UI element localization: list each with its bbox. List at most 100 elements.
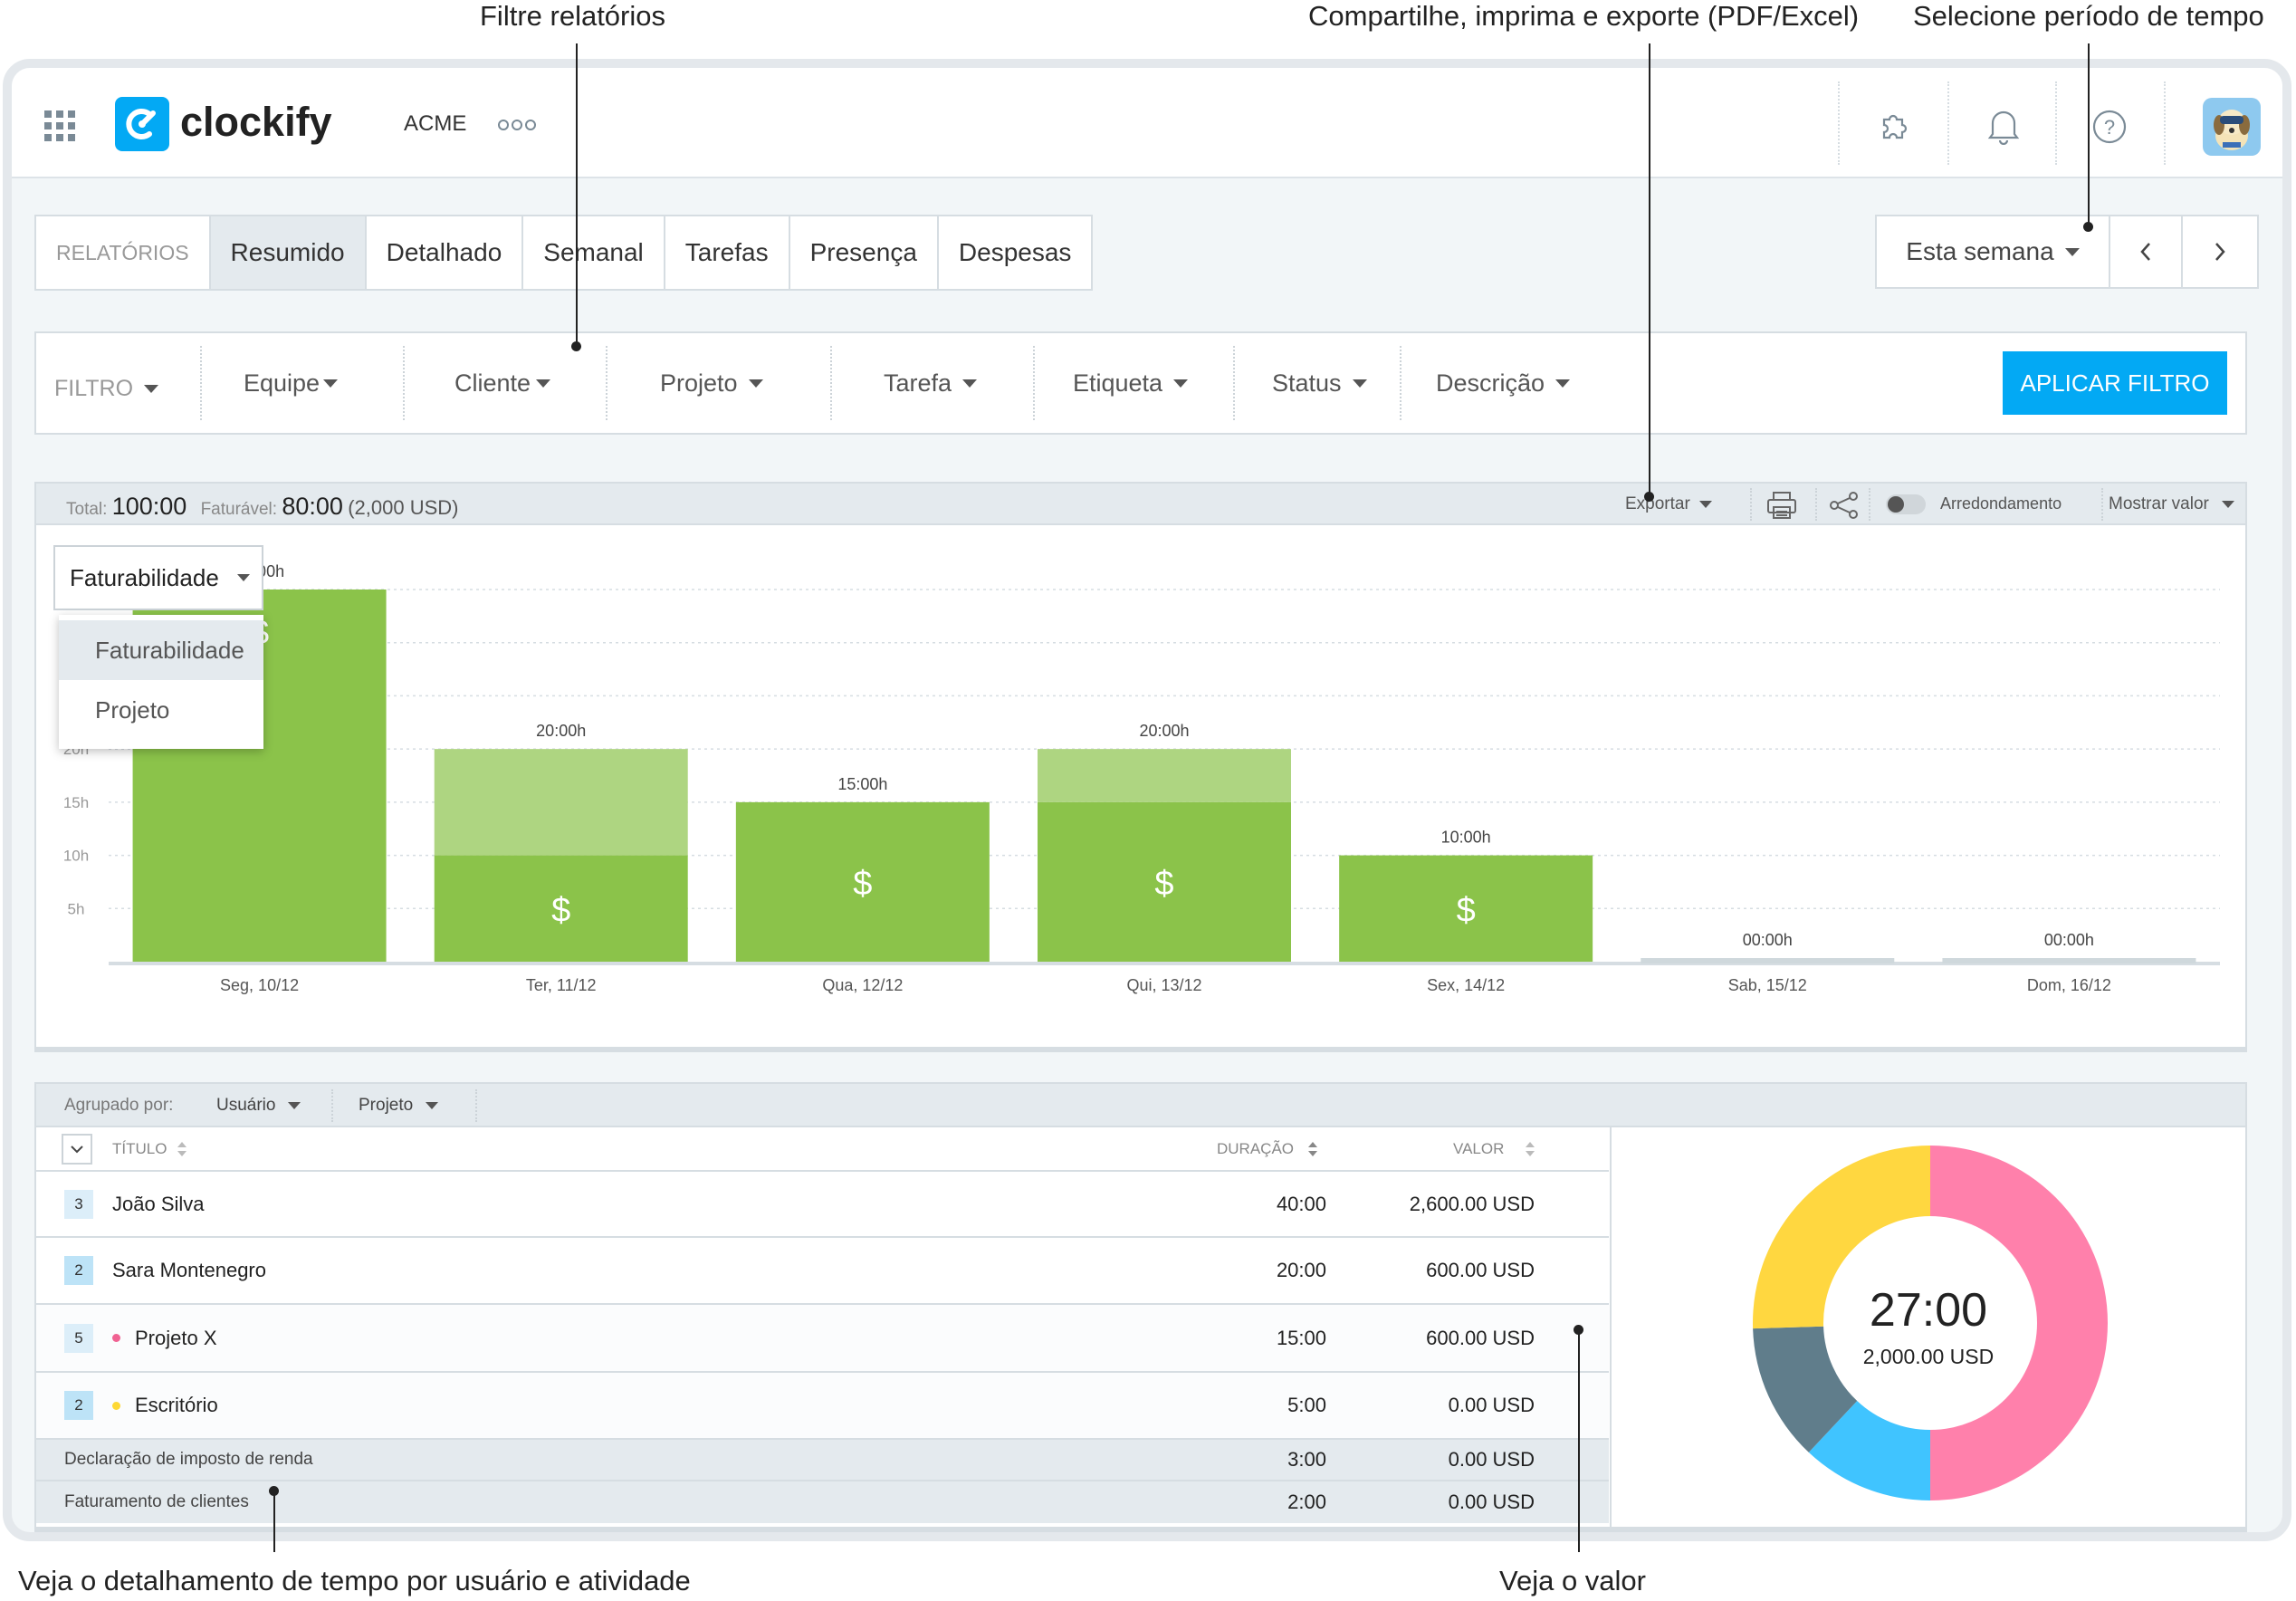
donut-slice[interactable] — [1753, 1146, 1930, 1329]
sort-icon — [177, 1141, 187, 1156]
donut-chart-panel: 27:00 2,000.00 USD — [1610, 1127, 2245, 1527]
row-value: 600.00 USD — [1426, 1259, 1535, 1281]
app-window: clockify ACME ? — [3, 59, 2291, 1541]
column-title[interactable]: TÍTULO — [112, 1127, 188, 1170]
group-by-usuario[interactable]: Usuário — [216, 1096, 301, 1116]
export-dropdown[interactable]: Exportar — [1625, 494, 1712, 514]
row-value: 0.00 USD — [1448, 1394, 1535, 1416]
chevron-down-icon — [2221, 500, 2234, 508]
filter-label[interactable]: FILTRO — [54, 339, 159, 438]
rounding-toggle[interactable] — [1886, 494, 1926, 514]
prev-period-button[interactable] — [2110, 216, 2183, 287]
tab-detalhado[interactable]: Detalhado — [367, 216, 524, 289]
summary-totals: Total: 100:00 Faturável: 80:00 (2,000 US… — [66, 493, 458, 521]
table-subrow[interactable]: Faturamento de clientes 2:00 0.00 USD — [36, 1481, 1609, 1523]
row-count: 2 — [64, 1256, 93, 1285]
filter-projeto[interactable]: Projeto — [660, 333, 763, 433]
row-title: Escritório — [135, 1394, 218, 1416]
table-row[interactable]: 2 Sara Montenegro 20:00 600.00 USD — [36, 1238, 1609, 1305]
bar-empty — [1641, 958, 1895, 963]
report-tabs: RELATÓRIOS Resumido Detalhado Semanal Ta… — [34, 215, 1094, 291]
menu-item-projeto[interactable]: Projeto — [95, 696, 170, 724]
share-icon[interactable] — [1829, 491, 1860, 524]
donut-slice[interactable] — [1930, 1146, 2108, 1500]
table-row[interactable]: 2 Escritório 5:00 0.00 USD — [36, 1373, 1609, 1440]
filter-etiqueta[interactable]: Etiqueta — [1073, 333, 1189, 433]
help-icon[interactable]: ? — [2091, 109, 2128, 149]
tab-resumido[interactable]: Resumido — [210, 216, 367, 289]
filter-status[interactable]: Status — [1272, 333, 1367, 433]
bar-billable — [1339, 855, 1593, 962]
bell-icon[interactable] — [1985, 107, 2022, 149]
y-tick-label: 15h — [63, 794, 89, 811]
donut-slice[interactable] — [1753, 1326, 1858, 1452]
tab-despesas[interactable]: Despesas — [958, 238, 1072, 266]
apply-filter-button[interactable]: APLICAR FILTRO — [2003, 351, 2227, 415]
chevron-down-icon — [2064, 247, 2080, 256]
sort-icon — [1308, 1141, 1318, 1156]
chevron-down-icon — [1555, 379, 1571, 388]
more-icon[interactable] — [498, 119, 536, 136]
print-icon[interactable] — [1766, 491, 1797, 524]
group-by-projeto[interactable]: Projeto — [359, 1096, 439, 1116]
row-count: 5 — [64, 1323, 93, 1353]
project-color-dot — [112, 1401, 120, 1410]
filter-descricao[interactable]: Descrição — [1436, 333, 1571, 433]
donut-total: 27:00 — [1869, 1284, 1988, 1337]
next-period-button[interactable] — [2183, 216, 2257, 287]
group-by-label: Agrupado por: — [64, 1096, 174, 1115]
summary-bar: Total: 100:00 Faturável: 80:00 (2,000 US… — [36, 484, 2245, 525]
column-duration[interactable]: DURAÇÃO — [1217, 1127, 1319, 1170]
chevron-down-icon — [748, 379, 763, 388]
tab-presenca[interactable]: Presença — [790, 216, 939, 289]
show-value-dropdown[interactable]: Mostrar valor — [2109, 494, 2234, 514]
row-duration: 20:00 — [1276, 1259, 1326, 1281]
period-dropdown[interactable]: Esta semana — [1877, 216, 2110, 287]
chevron-down-icon — [71, 1145, 83, 1153]
x-tick-label: Sab, 15/12 — [1728, 976, 1807, 994]
billable-amount: (2,000 USD) — [348, 496, 459, 519]
y-tick-label: 10h — [63, 848, 89, 865]
billable-label: Faturável: — [200, 500, 278, 519]
filter-cliente[interactable]: Cliente — [454, 333, 551, 433]
table-subrow[interactable]: Declaração de imposto de renda 3:00 0.00… — [36, 1440, 1609, 1481]
x-tick-label: Qua, 12/12 — [822, 976, 903, 994]
workspace-name[interactable]: ACME — [404, 111, 467, 136]
subrow-duration: 3:00 — [1287, 1448, 1326, 1471]
apps-grid-icon[interactable] — [44, 110, 75, 146]
row-title: Projeto X — [135, 1326, 217, 1349]
donut-chart — [1753, 1146, 2108, 1500]
chevron-down-icon — [144, 384, 159, 393]
sort-icon — [1526, 1141, 1535, 1156]
chevron-down-icon — [323, 379, 339, 388]
tab-tarefas[interactable]: Tarefas — [665, 216, 790, 289]
menu-item-faturabilidade[interactable]: Faturabilidade — [59, 620, 263, 680]
annotation-filter: Filtre relatórios — [480, 0, 665, 32]
top-bar: clockify ACME ? — [12, 68, 2282, 178]
x-tick-label: Dom, 16/12 — [2027, 976, 2111, 994]
chevron-down-icon — [288, 1101, 301, 1109]
bar-value-label: 20:00h — [536, 722, 586, 740]
chart-grouping-dropdown[interactable]: Faturabilidade — [53, 545, 263, 610]
table-row[interactable]: 5 Projeto X 15:00 600.00 USD — [36, 1305, 1609, 1373]
app-name: clockify — [180, 99, 332, 145]
table-row[interactable]: 3 João Silva 40:00 2,600.00 USD — [36, 1172, 1609, 1238]
filter-equipe[interactable]: Equipe — [244, 333, 339, 433]
donut-slice[interactable] — [1808, 1401, 1930, 1500]
row-title: João Silva — [112, 1192, 205, 1215]
period-label: Esta semana — [1906, 237, 2054, 265]
subrow-duration: 2:00 — [1287, 1491, 1326, 1513]
puzzle-icon[interactable] — [1877, 109, 1911, 148]
expand-all-button[interactable] — [62, 1127, 92, 1170]
total-label: Total: — [66, 500, 108, 519]
filter-tarefa[interactable]: Tarefa — [884, 333, 978, 433]
tab-semanal[interactable]: Semanal — [523, 216, 665, 289]
bar-empty — [1942, 958, 2196, 963]
avatar[interactable] — [2203, 98, 2261, 160]
chart-panel: Total: 100:00 Faturável: 80:00 (2,000 US… — [34, 482, 2247, 1052]
x-tick-label: Ter, 11/12 — [526, 976, 597, 994]
bar-value-label: 15:00h — [837, 775, 887, 793]
chevron-down-icon — [536, 379, 551, 388]
column-value[interactable]: VALOR — [1453, 1127, 1536, 1170]
